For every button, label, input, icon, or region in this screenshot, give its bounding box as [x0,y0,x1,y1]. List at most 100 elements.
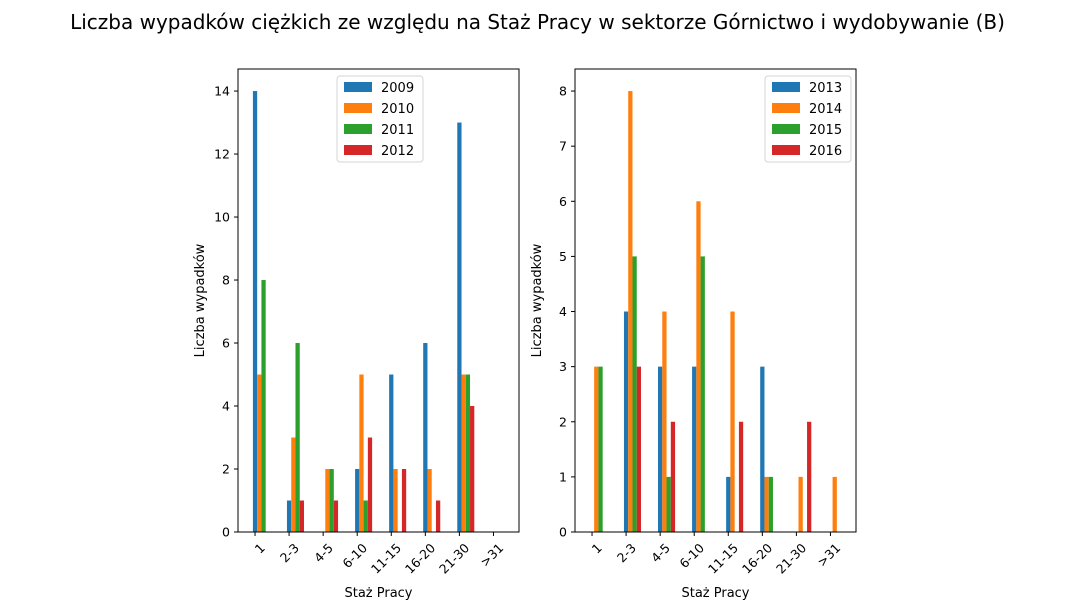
bar-2013-4-5 [658,366,663,532]
bar-2010-21-30 [461,374,466,532]
bar-2011-21-30 [465,374,471,532]
bar-2013-11-15 [726,476,731,532]
bar-2011-4-5 [329,469,334,532]
y-axis-label: Liczba wypadków [193,243,208,357]
legend-label-2016: 2016 [809,144,842,159]
y-tick-label: 14 [214,84,230,99]
bar-2010-4-5 [325,469,330,532]
x-tick-label: 16-20 [402,540,438,576]
bar-2013-6-10 [692,366,697,532]
y-tick-label: 5 [559,249,567,264]
bar-2012-16-20 [435,500,441,532]
bar-2011-6-10 [363,500,368,532]
legend-label-2015: 2015 [809,123,842,138]
bar-2012-11-15 [401,469,407,532]
y-axis-label: Liczba wypadków [530,243,545,357]
bar-2010-1 [257,374,262,532]
x-tick-label: 2-3 [614,540,639,565]
x-tick-label: 6-10 [339,540,370,571]
bar-2011-2-3 [295,343,300,532]
y-tick-label: 4 [222,399,230,414]
y-tick-label: 8 [559,84,567,99]
legend-swatch-2011 [344,124,372,134]
y-tick-label: 10 [214,210,230,225]
bar-2009-16-20 [423,343,428,532]
bar-2010-11-15 [393,469,398,532]
y-tick-label: 6 [559,194,567,209]
legend-swatch-2010 [344,103,372,113]
bar-2012-21-30 [470,406,475,532]
y-tick-label: 2 [559,414,567,429]
bar-2009-1 [252,91,258,533]
x-tick-label: 1 [589,540,605,556]
legend-label-2013: 2013 [809,81,842,96]
bar-2013-2-3 [623,311,629,532]
legend-box [336,75,424,163]
y-tick-label: 1 [559,469,567,484]
x-tick-label: 1 [252,540,268,556]
bar-2014-16-20 [764,476,769,532]
bar-2014-6-10 [696,201,701,533]
x-tick-label: 21-30 [436,540,472,576]
x-tick-label: 21-30 [773,540,809,576]
legend-box [764,75,852,163]
y-tick-label: 0 [222,525,230,540]
legend-label-2010: 2010 [381,102,414,117]
bar-2010-2-3 [291,437,296,532]
bar-2009-2-3 [286,500,292,532]
y-tick-label: 8 [222,273,230,288]
y-tick-label: 0 [559,525,567,540]
bar-2015-1 [598,366,603,532]
bar-2010-6-10 [359,374,364,532]
bar-2014-4-5 [662,311,667,532]
bar-2011-1 [261,280,266,532]
legend-label-2011: 2011 [381,123,414,138]
plot-frame [237,68,520,533]
legend-label-2012: 2012 [381,144,414,159]
legend-label-2014: 2014 [809,102,842,117]
bar-2014-1 [594,366,599,532]
x-axis-label: Staż Pracy [344,586,412,601]
bar-2009-6-10 [355,469,360,532]
bar-2015-6-10 [700,256,705,532]
legend-swatch-2015 [772,124,800,134]
legend-swatch-2016 [772,145,800,155]
bar-2014-21-30 [798,476,803,532]
x-tick-label: >31 [814,540,843,569]
bar-2015-16-20 [768,476,773,532]
bar-2015-2-3 [632,256,637,532]
y-tick-label: 2 [222,462,230,477]
y-tick-label: 4 [559,304,567,319]
legend-swatch-2013 [772,82,800,92]
bar-2013-16-20 [760,366,765,532]
figure-title: Liczba wypadków ciężkich ze względu na S… [70,10,1005,34]
x-tick-label: 11-15 [368,540,404,576]
x-tick-label: 16-20 [739,540,775,576]
bar-2016-4-5 [670,421,676,532]
plot-frame [574,68,857,533]
bar-2014-2-3 [628,91,633,533]
bar-2016-21-30 [807,421,812,532]
x-tick-label: >31 [477,540,506,569]
legend-label-2009: 2009 [381,81,414,96]
y-tick-label: 3 [559,359,567,374]
bar-2016-11-15 [738,421,744,532]
legend-swatch-2012 [344,145,372,155]
bar-2010-16-20 [427,469,432,532]
bar-2012-6-10 [367,437,373,532]
y-tick-label: 7 [559,139,567,154]
bar-2014-11-15 [730,311,735,532]
x-tick-label: 6-10 [676,540,707,571]
x-axis-label: Staż Pracy [681,586,749,601]
x-tick-label: 2-3 [277,540,302,565]
bar-2012-4-5 [333,500,339,532]
x-tick-label: 4-5 [311,540,336,565]
bar-2015-4-5 [666,476,671,532]
x-tick-label: 11-15 [705,540,741,576]
y-tick-label: 12 [214,147,230,162]
bar-2009-11-15 [389,374,394,532]
legend-swatch-2014 [772,103,800,113]
